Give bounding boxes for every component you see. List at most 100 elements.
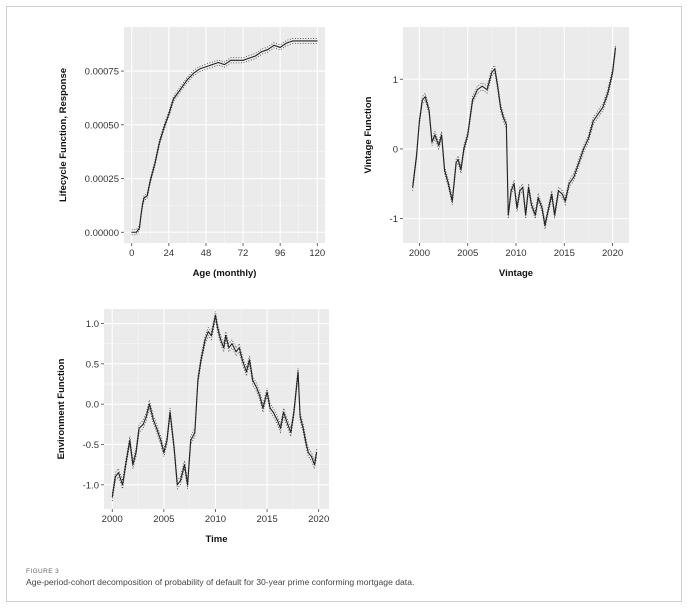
data-point bbox=[564, 200, 566, 202]
data-point bbox=[597, 113, 599, 115]
data-point bbox=[573, 176, 575, 178]
environment-panel: 2000 2005 2010 2015 2020 -1.0 -0.5 0.0 0.5 1.0 Tim… bbox=[56, 309, 329, 545]
data-point bbox=[416, 155, 417, 157]
data-point bbox=[238, 347, 240, 349]
data-point bbox=[505, 124, 507, 125]
data-point bbox=[193, 72, 195, 74]
y-tick-label: 0.00025 bbox=[85, 174, 119, 185]
x-tick-label: 96 bbox=[275, 248, 286, 259]
data-point bbox=[531, 204, 532, 206]
x-tick-label: 2020 bbox=[308, 514, 329, 525]
data-point bbox=[476, 89, 478, 91]
data-point bbox=[444, 169, 445, 171]
y-tick-label: 0.00075 bbox=[85, 67, 119, 78]
data-point bbox=[223, 347, 225, 349]
data-point bbox=[187, 484, 189, 486]
data-point bbox=[160, 440, 162, 441]
data-point bbox=[217, 327, 218, 328]
data-point bbox=[145, 415, 147, 417]
data-point bbox=[242, 59, 244, 61]
data-point bbox=[132, 464, 134, 466]
data-point bbox=[261, 51, 263, 53]
lifecycle-axis-title: Lifecycle Function, Response bbox=[58, 68, 69, 202]
data-point bbox=[111, 496, 113, 498]
x-tick-label: 2000 bbox=[409, 248, 430, 259]
data-point bbox=[117, 472, 119, 474]
data-point bbox=[182, 85, 184, 87]
data-point bbox=[236, 59, 238, 61]
data-point bbox=[615, 47, 616, 49]
y-tick-label: 1.0 bbox=[86, 319, 99, 330]
data-point bbox=[460, 169, 462, 171]
data-point bbox=[316, 40, 318, 42]
vintage-panel: 2000 2005 2010 2015 2020 -1 0 1 Vintage Vintage F… bbox=[363, 27, 629, 279]
data-point bbox=[276, 419, 278, 421]
data-point bbox=[149, 180, 151, 182]
data-point bbox=[314, 464, 316, 466]
data-point bbox=[139, 227, 140, 229]
data-point bbox=[176, 484, 178, 486]
data-point bbox=[441, 134, 443, 136]
data-point bbox=[607, 92, 609, 94]
data-point bbox=[125, 464, 127, 466]
data-point bbox=[140, 214, 142, 216]
data-point bbox=[225, 335, 227, 337]
data-point bbox=[587, 138, 589, 139]
vintage-function-axis-title: Vintage Function bbox=[363, 96, 374, 173]
data-point bbox=[451, 200, 453, 202]
data-point bbox=[568, 183, 570, 185]
data-point bbox=[215, 315, 216, 316]
environment-axis-title: Environment Function bbox=[56, 358, 67, 459]
data-point bbox=[290, 431, 292, 433]
data-point bbox=[114, 476, 116, 478]
data-point bbox=[179, 480, 181, 482]
data-point bbox=[138, 427, 140, 429]
data-point bbox=[541, 207, 543, 209]
data-point bbox=[302, 427, 304, 429]
data-point bbox=[173, 98, 174, 100]
x-tick-label: 2020 bbox=[602, 248, 623, 259]
data-point bbox=[280, 427, 281, 429]
data-point bbox=[266, 391, 268, 393]
data-point bbox=[561, 193, 563, 195]
data-point bbox=[245, 371, 247, 373]
data-point bbox=[228, 347, 230, 349]
data-point bbox=[173, 448, 175, 449]
data-point bbox=[455, 162, 457, 164]
data-point bbox=[169, 411, 171, 413]
data-point bbox=[472, 99, 473, 101]
data-point bbox=[269, 407, 271, 409]
data-point bbox=[186, 79, 188, 81]
data-point bbox=[283, 411, 285, 413]
data-point bbox=[207, 331, 209, 333]
time-axis-title: Time bbox=[205, 534, 227, 545]
data-point bbox=[230, 59, 232, 61]
data-point bbox=[602, 106, 604, 108]
y-tick-label: -1 bbox=[390, 214, 398, 225]
data-point bbox=[200, 359, 202, 361]
data-point bbox=[287, 423, 289, 425]
data-point bbox=[259, 395, 261, 397]
data-point bbox=[424, 96, 426, 98]
data-point bbox=[163, 452, 165, 453]
data-point bbox=[220, 339, 222, 341]
data-point bbox=[551, 193, 553, 195]
data-point bbox=[578, 162, 580, 164]
data-point bbox=[122, 484, 124, 486]
data-point bbox=[131, 231, 133, 233]
data-point bbox=[494, 68, 496, 70]
data-point bbox=[211, 64, 213, 66]
data-point bbox=[143, 197, 145, 199]
data-point bbox=[316, 452, 318, 453]
data-point bbox=[217, 62, 219, 63]
data-point bbox=[153, 419, 154, 421]
x-tick-label: 48 bbox=[201, 248, 212, 259]
data-point bbox=[457, 158, 459, 160]
data-point bbox=[431, 141, 433, 143]
data-point bbox=[612, 71, 614, 73]
data-point bbox=[544, 225, 546, 227]
data-point bbox=[558, 190, 559, 192]
data-point bbox=[224, 64, 225, 66]
data-point bbox=[159, 141, 161, 143]
data-point bbox=[254, 55, 256, 57]
